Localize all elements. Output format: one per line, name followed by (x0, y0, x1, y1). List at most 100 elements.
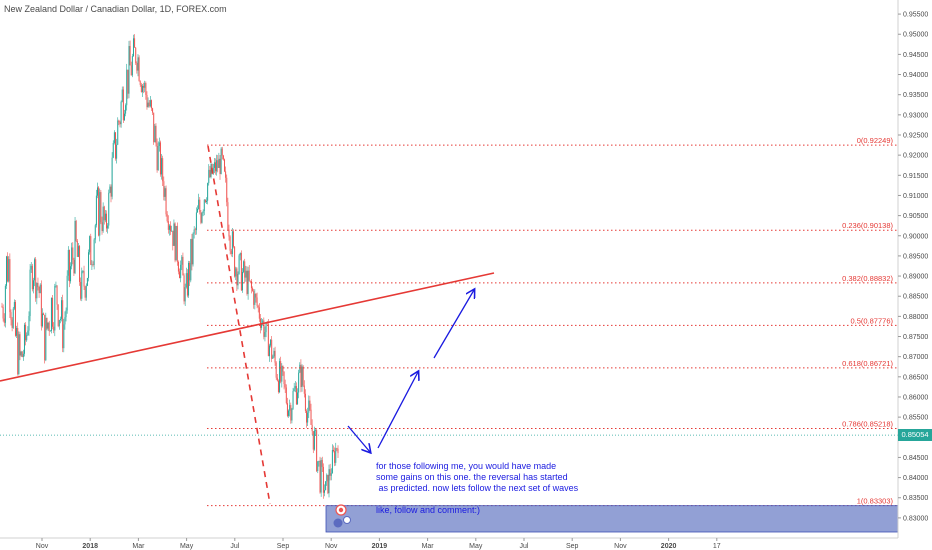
candle-body (291, 408, 293, 421)
candle-body (286, 403, 288, 416)
price-axis: 0.95500 0.95000 0.94500 0.94000 0.93500 0.930… (897, 0, 928, 538)
candle-body (235, 268, 237, 277)
candle-body (282, 365, 284, 372)
candle-body (108, 192, 110, 226)
candle-body (143, 85, 145, 88)
candle-body (255, 293, 257, 298)
target-zone-box (325, 505, 899, 533)
candle-body (322, 466, 324, 493)
candle-body (265, 322, 267, 333)
candle-body (141, 85, 143, 93)
candle-body (147, 102, 149, 108)
candle-body (102, 206, 104, 232)
candle-body (120, 101, 122, 125)
candle-body (304, 393, 306, 411)
candle-body (237, 273, 239, 286)
wave-arrow (347, 425, 370, 452)
candle-body (306, 410, 308, 423)
candle-body (84, 286, 86, 298)
dashed-wave-line (207, 145, 271, 505)
candle-body (45, 317, 47, 361)
candle-body (11, 319, 13, 328)
candle-body (274, 350, 276, 363)
candle-body (67, 250, 69, 276)
candle-body (35, 259, 37, 299)
candle-body (174, 223, 176, 261)
candle-body (74, 220, 76, 274)
candle-body (188, 262, 190, 296)
candle-body (95, 195, 97, 226)
candle-body (292, 391, 294, 409)
candle-body (245, 270, 247, 278)
x-tick-label: Nov (614, 543, 627, 550)
candle-body (246, 270, 248, 294)
candle-body (232, 231, 234, 247)
candle-body (189, 262, 191, 281)
candle-body (103, 206, 105, 221)
candle-body (272, 356, 274, 359)
candle-body (321, 460, 323, 467)
fib-level-label: 1(0.83303) (857, 497, 894, 506)
candle-body (220, 148, 222, 174)
candle-body (17, 328, 19, 375)
candle-body (336, 448, 338, 449)
candle-body (152, 108, 154, 113)
candle-body (41, 313, 43, 327)
candle-body (25, 324, 27, 341)
candle-body (224, 159, 226, 172)
candle-body (100, 192, 102, 223)
y-tick-label: 0.90500 (903, 213, 928, 220)
candle-body (284, 384, 286, 388)
candle-body (192, 233, 194, 265)
y-tick-label: 0.84000 (903, 475, 928, 482)
candle-body (47, 322, 49, 329)
candle-body (230, 250, 232, 254)
candle-body (309, 400, 311, 410)
candle-body (43, 313, 45, 315)
candle-body (212, 167, 214, 174)
candle-body (112, 142, 114, 158)
candle-body (54, 285, 56, 331)
candle-body (170, 225, 172, 232)
candle-body (2, 307, 4, 319)
fib-level-label: 0.382(0.88832) (842, 274, 893, 283)
candle-body (261, 322, 263, 328)
candle-body (48, 322, 50, 332)
candle-body (250, 281, 252, 289)
candle-body (53, 326, 55, 331)
candle-body (317, 461, 319, 472)
candle-body (234, 246, 236, 277)
candle-body (62, 300, 64, 349)
candle-body (257, 305, 259, 308)
candle-body (144, 82, 146, 88)
candle-body (320, 460, 322, 493)
y-tick-label: 0.84500 (903, 455, 928, 462)
x-tick-label: 2020 (661, 543, 677, 550)
candle-body (277, 380, 279, 393)
candle-body (203, 199, 205, 212)
y-tick-label: 0.90000 (903, 233, 928, 240)
candle-body (154, 125, 156, 143)
candle-body (271, 339, 273, 359)
candle-body (76, 240, 78, 257)
x-tick-label: Jul (230, 543, 239, 550)
candle-body (159, 142, 161, 175)
event-count-badge (343, 516, 351, 524)
candle-body (40, 284, 42, 327)
candle-body (131, 56, 133, 76)
candle-body (116, 144, 118, 159)
x-tick-label: Sep (566, 543, 579, 550)
candle-body (181, 256, 183, 265)
candle-body (139, 81, 141, 85)
candle-body (216, 160, 218, 172)
candle-body (324, 490, 326, 493)
y-tick-label: 0.83500 (903, 495, 928, 502)
candle-body (98, 187, 100, 236)
candle-body (61, 300, 63, 319)
candle-body (149, 100, 151, 107)
x-tick-label: 2018 (82, 543, 98, 550)
candle-body (333, 449, 335, 452)
y-tick-label: 0.87500 (903, 334, 928, 341)
y-tick-label: 0.95500 (903, 12, 928, 19)
